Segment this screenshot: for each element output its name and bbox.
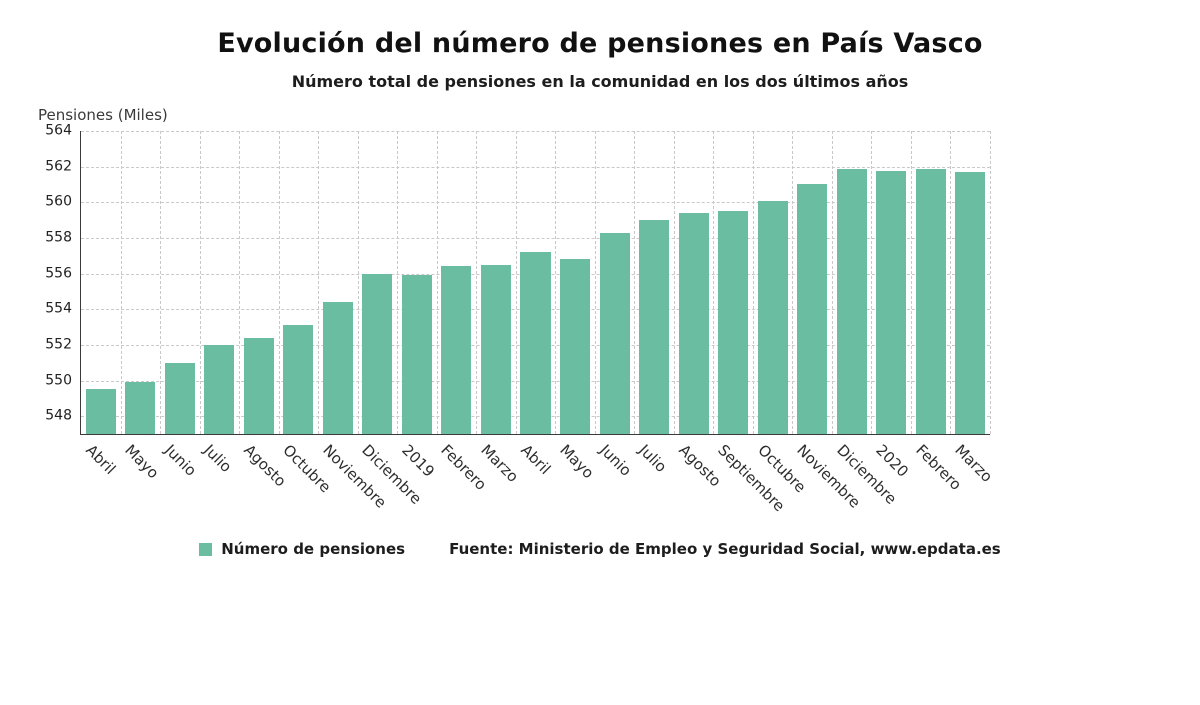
bar-octubre-5	[283, 325, 314, 434]
y-tick-label: 558	[45, 229, 72, 246]
gridline-vertical	[160, 131, 162, 434]
y-tick-label: 552	[45, 336, 72, 353]
x-tick-label: Junio	[595, 441, 635, 480]
bar-2020-20	[876, 171, 907, 434]
y-tick-label: 556	[45, 265, 72, 282]
bar-marzo-10	[480, 264, 511, 434]
gridline-vertical	[752, 131, 754, 434]
y-tick-label: 554	[45, 300, 72, 317]
bar-agosto-4	[243, 337, 274, 434]
bar-junio-2	[164, 362, 195, 434]
bar-febrero-9	[441, 266, 472, 434]
bar-julio-3	[204, 344, 235, 434]
legend-row: Número de pensiones Fuente: Ministerio d…	[0, 540, 1200, 558]
bar-febrero-21	[915, 169, 946, 434]
bar-diciembre-19	[836, 169, 867, 434]
gridline-vertical	[594, 131, 596, 434]
y-tick-label: 550	[45, 372, 72, 389]
gridline-vertical	[555, 131, 557, 434]
bar-2019-8	[401, 275, 432, 434]
chart-subtitle: Número total de pensiones en la comunida…	[291, 72, 909, 91]
gridline-vertical	[713, 131, 715, 434]
bar-chart-plot-area: 548 550 552 554 556 558 560 562 564 Abril Mayo Juni…	[45, 123, 996, 515]
gridline-vertical	[831, 131, 833, 434]
gridline-vertical	[318, 131, 320, 434]
y-axis-label: Pensiones (Miles)	[38, 106, 168, 124]
gridline-vertical	[515, 131, 517, 434]
gridline-vertical	[950, 131, 952, 434]
bar-marzo-22	[955, 171, 986, 434]
gridline-vertical	[357, 131, 359, 434]
y-tick-label: 548	[45, 407, 72, 424]
bar-noviembre-18	[797, 184, 828, 434]
y-tick-label: 564	[45, 122, 72, 139]
gridline-vertical	[476, 131, 478, 434]
gridline-vertical	[120, 131, 122, 434]
x-tick-label: Junio	[161, 441, 200, 480]
x-tick-label: Mayo	[121, 441, 163, 483]
gridline-vertical	[239, 131, 241, 434]
legend-item: Número de pensiones	[199, 540, 405, 558]
gridline-horizontal	[81, 237, 990, 239]
gridline-vertical	[397, 131, 399, 434]
x-tick-label: Julio	[200, 441, 236, 476]
source-text: Fuente: Ministerio de Empleo y Seguridad…	[449, 540, 1001, 558]
gridline-vertical	[673, 131, 675, 434]
gridline-vertical	[871, 131, 873, 434]
bar-mayo-1	[125, 382, 156, 434]
gridline-vertical	[634, 131, 636, 434]
bar-junio-13	[599, 232, 630, 434]
gridline-horizontal	[81, 202, 990, 204]
x-tick-label: Julio	[635, 441, 671, 476]
bar-abril-11	[520, 252, 551, 434]
gridline-vertical	[278, 131, 280, 434]
y-tick-label: 560	[45, 193, 72, 210]
legend-label: Número de pensiones	[221, 540, 406, 558]
x-tick-label: Agosto	[240, 441, 290, 491]
gridline-vertical	[199, 131, 201, 434]
x-tick-label: Abril	[82, 441, 120, 478]
bar-septiembre-16	[718, 211, 749, 434]
x-tick-label: Agosto	[674, 441, 725, 491]
legend-swatch-icon	[199, 542, 213, 556]
gridline-vertical	[990, 131, 991, 434]
bar-agosto-15	[678, 212, 709, 434]
gridline-horizontal	[81, 131, 990, 132]
x-tick-label: Mayo	[556, 441, 598, 483]
gridline-vertical	[436, 131, 438, 434]
y-tick-label: 562	[45, 158, 72, 175]
bar-octubre-17	[757, 200, 788, 434]
gridline-vertical	[792, 131, 794, 434]
bar-noviembre-6	[322, 302, 353, 434]
bar-diciembre-7	[362, 273, 393, 434]
gridline-vertical	[910, 131, 912, 434]
bar-mayo-12	[560, 259, 591, 434]
bar-abril-0	[85, 389, 116, 434]
bar-julio-14	[639, 220, 670, 434]
chart-title: Evolución del número de pensiones en Paí…	[217, 28, 983, 59]
gridline-horizontal	[81, 166, 990, 168]
